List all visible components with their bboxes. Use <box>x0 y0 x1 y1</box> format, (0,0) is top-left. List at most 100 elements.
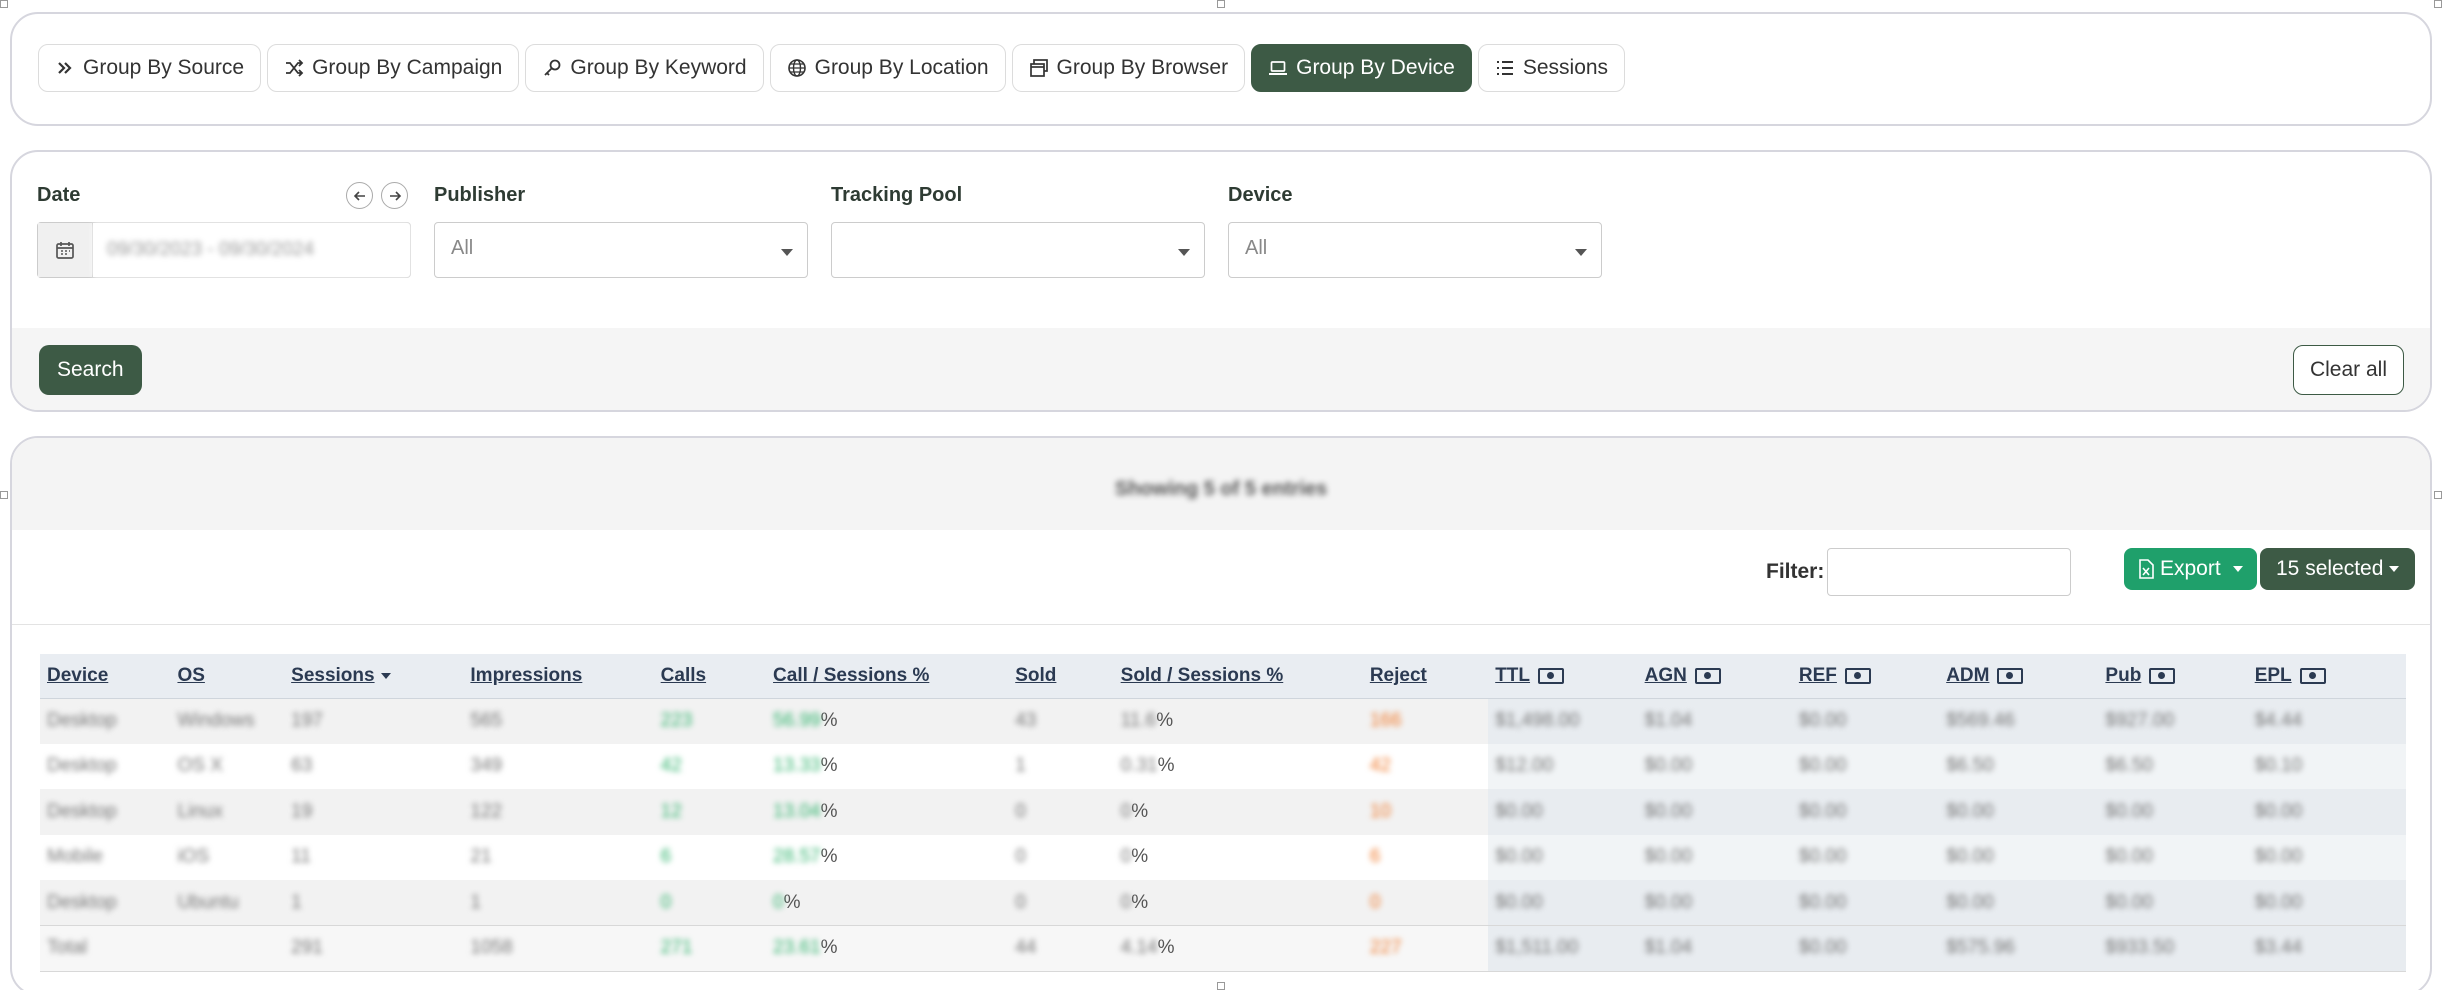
col-header-adm[interactable]: ADM <box>1939 654 2099 699</box>
col-header-ttl[interactable]: TTL <box>1488 654 1638 699</box>
table-cell: Ubuntu <box>170 880 285 926</box>
device-select-value: All <box>1245 237 1268 259</box>
laptop-icon <box>1269 61 1288 75</box>
table-cell: 10 <box>1362 789 1489 835</box>
table-cell: 1 <box>1008 743 1114 789</box>
col-header-os[interactable]: OS <box>170 654 285 699</box>
table-cell: 4.14% <box>1113 925 1363 972</box>
col-header-sessions[interactable]: Sessions <box>284 654 464 699</box>
columns-selected-button[interactable]: 15 selected <box>2260 548 2416 590</box>
col-header-epl[interactable]: EPL <box>2247 654 2406 699</box>
cell-value: 56.99 <box>773 710 821 731</box>
chevron-down-icon <box>781 249 793 256</box>
percent-sign: % <box>820 800 838 822</box>
col-header-agn[interactable]: AGN <box>1637 654 1792 699</box>
cell-value: 0 <box>1120 891 1132 913</box>
cell-value: $0.00 <box>1495 846 1543 868</box>
col-header-call-sessions-pct[interactable]: Call / Sessions % <box>766 654 1009 699</box>
cell-value: 291 <box>291 937 323 959</box>
tab-group-by-source[interactable]: Group By Source <box>38 44 262 92</box>
cell-value: 63 <box>291 755 313 777</box>
tab-sessions[interactable]: Sessions <box>1477 44 1626 92</box>
cell-value: $0.00 <box>1644 846 1693 868</box>
table-cell: 6 <box>1362 834 1489 880</box>
tab-group-by-browser[interactable]: Group By Browser <box>1011 44 1246 92</box>
col-header-sold-sessions-pct[interactable]: Sold / Sessions % <box>1113 654 1363 699</box>
cell-value: $1,511.00 <box>1495 937 1579 959</box>
table-row: Desktop Windows 197 565 223 56.99% 43 11.6% 166 $… <box>40 698 2406 744</box>
col-header-ref[interactable]: REF <box>1791 654 1940 699</box>
cell-value: 0 <box>1015 891 1026 913</box>
tab-group-by-campaign[interactable]: Group By Campaign <box>267 44 520 92</box>
table-cell: $0.00 <box>1939 789 2099 835</box>
cell-value: 227 <box>1369 937 1402 959</box>
cell-value: $0.00 <box>1495 800 1543 822</box>
table-cell: $0.00 <box>1939 834 2099 880</box>
cell-value: $0.00 <box>1644 891 1693 913</box>
device-select[interactable]: All <box>1228 222 1602 278</box>
cell-value: Desktop <box>47 800 117 822</box>
table-row: Desktop Ubuntu 1 1 0 0% 0 0% 0 $0.00 $0.00 $0.00 $0.… <box>40 880 2406 926</box>
double-chevron-right-icon <box>58 62 72 74</box>
col-header-pub[interactable]: Pub <box>2098 654 2248 699</box>
table-cell: 11 <box>284 834 464 880</box>
cell-value: iOS <box>177 846 210 868</box>
table-cell: $3.44 <box>2247 925 2406 972</box>
calendar-icon[interactable] <box>38 223 93 277</box>
device-label: Device <box>1228 184 1293 206</box>
cash-icon <box>1538 667 1565 684</box>
chevron-down-icon <box>1178 249 1190 256</box>
table-cell: $0.00 <box>1791 743 1940 789</box>
tab-group-by-location[interactable]: Group By Location <box>769 44 1006 92</box>
col-header-sold[interactable]: Sold <box>1008 654 1114 699</box>
shuffle-icon <box>286 59 304 77</box>
table-cell: 0 <box>1008 834 1114 880</box>
percent-sign: % <box>820 937 838 959</box>
col-header-impressions[interactable]: Impressions <box>463 654 654 699</box>
table-cell: $0.00 <box>2098 789 2248 835</box>
publisher-select[interactable]: All <box>434 222 808 278</box>
tab-label: Group By Device <box>1296 56 1455 79</box>
cell-value: 42 <box>660 755 682 777</box>
group-by-tabs-card: Group By Source Group By Campaign Group … <box>10 12 2432 126</box>
table-cell: 44 <box>1008 925 1114 972</box>
clear-all-button[interactable]: Clear all <box>2292 345 2404 395</box>
date-next-button[interactable] <box>381 182 408 209</box>
resize-handle <box>0 491 8 499</box>
chevron-down-icon <box>2389 566 2400 572</box>
percent-sign: % <box>1131 846 1149 868</box>
columns-selected-label: 15 selected <box>2276 557 2384 580</box>
col-header-device[interactable]: Device <box>40 654 171 699</box>
table-cell: 19 <box>284 789 464 835</box>
table-cell: 1 <box>463 880 654 926</box>
cell-value: 0 <box>1015 800 1026 822</box>
table-cell: 63 <box>284 743 464 789</box>
table-cell: $0.00 <box>2247 880 2406 926</box>
table-cell: 1058 <box>463 925 654 972</box>
tab-group-by-device[interactable]: Group By Device <box>1251 44 1472 92</box>
col-header-reject[interactable]: Reject <box>1362 654 1489 699</box>
table-cell: $6.50 <box>1939 743 2099 789</box>
file-excel-icon <box>2139 559 2154 579</box>
table-cell: Total <box>40 925 171 972</box>
table-cell: $1,511.00 <box>1488 925 1638 972</box>
table-cell: 0% <box>1113 789 1363 835</box>
table-cell: $0.00 <box>1637 789 1792 835</box>
export-button[interactable]: Export <box>2124 548 2257 590</box>
date-range-input[interactable] <box>93 223 410 277</box>
table-cell: 349 <box>463 743 654 789</box>
tab-group-by-keyword[interactable]: Group By Keyword <box>525 44 764 92</box>
tracking-pool-select[interactable] <box>831 222 1205 278</box>
search-button[interactable]: Search <box>39 345 142 395</box>
cell-value: $0.00 <box>1644 800 1693 822</box>
date-prev-button[interactable] <box>346 182 373 209</box>
table-cell: 223 <box>653 698 767 744</box>
table-cell: Windows <box>170 698 285 744</box>
table-filter-input[interactable] <box>1827 548 2071 596</box>
col-header-calls[interactable]: Calls <box>653 654 767 699</box>
percent-sign: % <box>820 755 838 777</box>
resize-handle <box>1217 0 1225 8</box>
device-stats-table: Device OS Sessions Impressions Calls Cal… <box>40 654 2406 972</box>
resize-handle <box>0 0 8 8</box>
publisher-select-value: All <box>451 237 474 259</box>
